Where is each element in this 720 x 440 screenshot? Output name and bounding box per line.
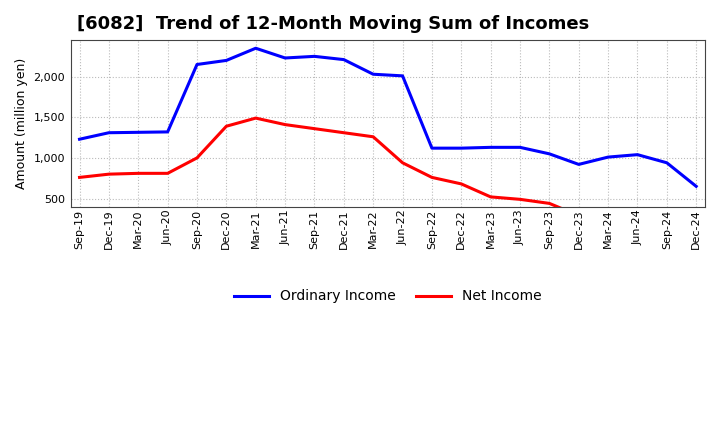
- Ordinary Income: [545, 151, 554, 157]
- Ordinary Income: [428, 146, 436, 151]
- Ordinary Income: [251, 46, 260, 51]
- Ordinary Income: [633, 152, 642, 157]
- Net Income: [486, 194, 495, 199]
- Net Income: [75, 175, 84, 180]
- Net Income: [222, 124, 230, 129]
- Ordinary Income: [163, 129, 172, 135]
- Ordinary Income: [662, 160, 671, 165]
- Net Income: [545, 201, 554, 206]
- Net Income: [428, 175, 436, 180]
- Ordinary Income: [398, 73, 407, 78]
- Net Income: [369, 134, 377, 139]
- Ordinary Income: [75, 136, 84, 142]
- Ordinary Income: [340, 57, 348, 62]
- Net Income: [398, 160, 407, 165]
- Ordinary Income: [692, 183, 701, 189]
- Text: [6082]  Trend of 12-Month Moving Sum of Incomes: [6082] Trend of 12-Month Moving Sum of I…: [77, 15, 590, 33]
- Net Income: [340, 130, 348, 136]
- Net Income: [604, 209, 613, 214]
- Ordinary Income: [516, 145, 524, 150]
- Net Income: [193, 155, 202, 161]
- Net Income: [134, 171, 143, 176]
- Ordinary Income: [134, 130, 143, 135]
- Ordinary Income: [575, 162, 583, 167]
- Net Income: [662, 224, 671, 229]
- Ordinary Income: [104, 130, 113, 136]
- Net Income: [457, 181, 466, 187]
- Line: Ordinary Income: Ordinary Income: [79, 48, 696, 186]
- Ordinary Income: [457, 146, 466, 151]
- Ordinary Income: [193, 62, 202, 67]
- Net Income: [310, 126, 319, 131]
- Ordinary Income: [369, 72, 377, 77]
- Ordinary Income: [486, 145, 495, 150]
- Net Income: [575, 213, 583, 218]
- Net Income: [251, 115, 260, 121]
- Ordinary Income: [222, 58, 230, 63]
- Line: Net Income: Net Income: [79, 118, 696, 227]
- Net Income: [281, 122, 289, 127]
- Net Income: [692, 224, 701, 229]
- Y-axis label: Amount (million yen): Amount (million yen): [15, 58, 28, 189]
- Net Income: [516, 197, 524, 202]
- Net Income: [104, 172, 113, 177]
- Ordinary Income: [310, 54, 319, 59]
- Ordinary Income: [604, 154, 613, 160]
- Ordinary Income: [281, 55, 289, 61]
- Net Income: [163, 171, 172, 176]
- Legend: Ordinary Income, Net Income: Ordinary Income, Net Income: [228, 283, 547, 308]
- Net Income: [633, 220, 642, 226]
